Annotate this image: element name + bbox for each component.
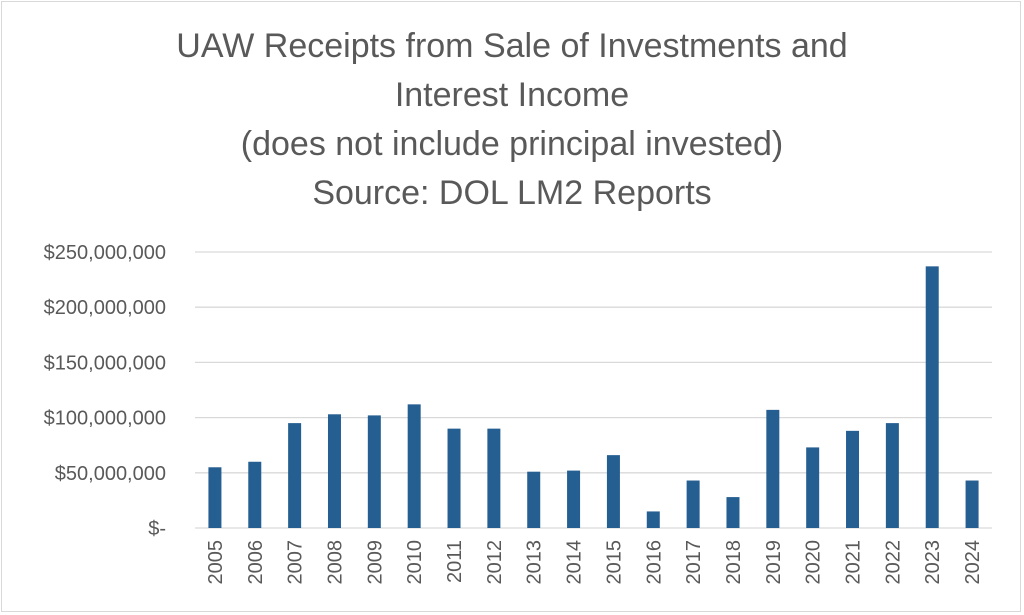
x-axis-tick-labels: 2005 2006 2007 2008 2009 2010 2011 2012 2013 2014…: [205, 540, 984, 585]
bar-2008: [327, 414, 341, 528]
chart-title-line: UAW Receipts from Sale of Investments an…: [176, 27, 848, 65]
bar-2017: [686, 480, 700, 528]
x-tick-label: 2012: [484, 540, 506, 585]
bar-2016: [646, 511, 660, 528]
x-tick-label: 2019: [763, 540, 785, 585]
y-tick-label: $200,000,000: [44, 297, 166, 319]
bar-2022: [885, 423, 899, 528]
x-tick-label: 2006: [245, 540, 267, 585]
x-tick-label: 2014: [564, 540, 586, 585]
bar-2021: [846, 430, 860, 528]
x-tick-label: 2021: [843, 540, 865, 585]
chart-title: UAW Receipts from Sale of Investments an…: [0, 22, 1024, 218]
y-tick-label: $50,000,000: [55, 463, 166, 485]
x-tick-label: 2005: [205, 540, 227, 585]
bar-2018: [726, 497, 740, 528]
y-tick-label: $-: [148, 518, 166, 540]
y-tick-label: $100,000,000: [44, 408, 166, 430]
bar-2014: [567, 470, 581, 528]
x-tick-label: 2009: [364, 540, 386, 585]
x-tick-label: 2008: [324, 540, 346, 585]
bar-2009: [367, 415, 381, 528]
x-tick-label: 2020: [803, 540, 825, 585]
bar-2012: [487, 428, 501, 528]
bar-2015: [606, 455, 620, 528]
bar-2019: [766, 409, 780, 528]
x-tick-label: 2010: [404, 540, 426, 585]
x-tick-label: 2011: [444, 540, 466, 583]
x-tick-label: 2023: [922, 540, 944, 585]
y-tick-label: $250,000,000: [44, 242, 166, 264]
bar-2024: [965, 480, 979, 528]
y-tick-label: $150,000,000: [44, 352, 166, 374]
bar-2007: [288, 423, 302, 528]
gridlines: [195, 251, 992, 529]
chart-title-line: Source: DOL LM2 Reports: [312, 174, 712, 212]
y-axis-tick-labels: $- $50,000,000 $100,000,000 $150,000,000 $20…: [44, 242, 166, 540]
x-tick-label: 2013: [524, 540, 546, 585]
bars: [208, 266, 979, 528]
x-tick-label: 2017: [683, 540, 705, 585]
x-tick-label: 2022: [882, 540, 904, 585]
x-tick-label: 2024: [962, 540, 984, 585]
bar-2023: [925, 266, 939, 528]
chart-title-line: (does not include principal invested): [240, 125, 784, 163]
chart-title-line: Interest Income: [394, 76, 630, 114]
bar-2013: [527, 471, 541, 528]
bar-2011: [447, 428, 461, 528]
x-tick-label: 2015: [603, 540, 625, 585]
x-tick-label: 2016: [643, 540, 665, 585]
bar-2006: [248, 461, 262, 528]
bar-2005: [208, 467, 222, 528]
bar-2020: [806, 447, 820, 528]
x-tick-label: 2007: [285, 540, 307, 585]
x-tick-label: 2018: [723, 540, 745, 585]
bar-2010: [407, 404, 421, 528]
